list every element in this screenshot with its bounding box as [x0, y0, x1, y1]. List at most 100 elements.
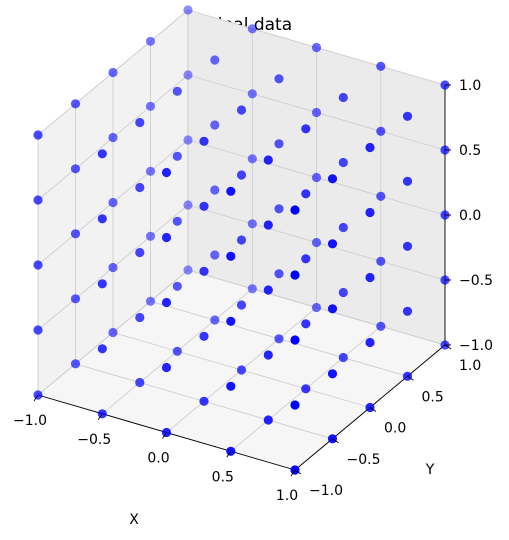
data-point: [226, 186, 236, 196]
z-tick-label: −0.5: [459, 273, 493, 289]
data-point: [376, 61, 386, 71]
data-point: [135, 247, 145, 258]
y-tick-mark: [369, 407, 377, 412]
data-point: [161, 167, 172, 178]
y-tick-label: 1.0: [459, 358, 481, 374]
z-tick-label: 1.0: [459, 78, 481, 94]
x-tick-label: 0.0: [147, 451, 169, 467]
data-point: [226, 381, 236, 391]
data-point: [274, 334, 284, 344]
data-point: [161, 232, 172, 243]
data-point: [172, 151, 182, 161]
data-point: [338, 222, 348, 233]
data-point: [247, 284, 257, 294]
data-point: [199, 201, 209, 211]
y-tick-mark: [444, 344, 452, 350]
data-point: [338, 352, 348, 363]
data-point: [263, 415, 273, 425]
data-point: [376, 126, 386, 136]
data-point: [365, 337, 375, 348]
data-point: [172, 346, 182, 356]
data-points: [33, 5, 450, 475]
y-tick-mark: [332, 438, 339, 444]
data-point: [226, 316, 236, 326]
data-point: [145, 101, 156, 111]
data-point: [365, 142, 375, 153]
x-tick-mark: [33, 394, 39, 402]
data-point: [290, 400, 300, 410]
data-point: [33, 260, 43, 270]
data-point: [70, 294, 81, 304]
data-point: [338, 92, 348, 103]
data-point: [263, 155, 273, 165]
y-axis-label: Y: [425, 462, 435, 478]
data-point: [290, 270, 300, 280]
data-point: [145, 231, 156, 241]
y-tick-label: −1.0: [309, 483, 343, 499]
data-point: [33, 195, 43, 205]
data-point: [327, 174, 338, 184]
data-point: [70, 164, 81, 174]
data-point: [183, 70, 193, 80]
data-point: [108, 132, 118, 143]
data-point: [263, 350, 273, 360]
data-point: [311, 107, 322, 118]
data-point: [402, 111, 413, 121]
data-point: [338, 157, 348, 168]
data-point: [263, 220, 273, 230]
data-point: [402, 241, 413, 251]
x-tick-label: −0.5: [77, 432, 111, 448]
data-point: [183, 5, 193, 15]
data-point: [290, 335, 300, 345]
data-point: [183, 265, 193, 275]
data-point: [301, 319, 311, 329]
data-point: [172, 86, 182, 96]
data-point: [70, 99, 81, 109]
data-point: [199, 396, 209, 406]
data-point: [199, 331, 209, 341]
data-point: [33, 325, 43, 335]
data-point: [135, 182, 145, 193]
data-point: [376, 256, 386, 266]
data-point: [301, 254, 311, 264]
data-point: [161, 297, 172, 308]
tick-labels: −1.0−0.50.00.51.0 −1.0−0.50.00.51.0−1.0−0…: [13, 78, 493, 504]
data-point: [135, 312, 145, 323]
data-point: [226, 251, 236, 261]
data-point: [145, 36, 156, 46]
data-point: [97, 344, 107, 354]
x-tick-mark: [290, 469, 296, 477]
data-point: [402, 176, 413, 186]
data-point: [327, 369, 338, 379]
data-point: [247, 219, 257, 229]
data-point: [161, 362, 172, 373]
data-point: [263, 285, 273, 295]
data-point: [247, 154, 257, 164]
data-point: [183, 135, 193, 145]
y-tick-label: 0.0: [384, 421, 406, 437]
y-tick-mark: [294, 469, 302, 475]
data-point: [402, 306, 413, 316]
data-point: [338, 287, 348, 298]
z-tick-label: 0.5: [459, 143, 481, 159]
data-point: [135, 117, 145, 128]
y-tick-mark: [407, 375, 414, 381]
data-point: [236, 300, 247, 310]
data-point: [365, 207, 375, 218]
data-point: [236, 235, 247, 245]
data-point: [236, 365, 247, 375]
data-point: [311, 237, 322, 248]
data-point: [97, 279, 107, 289]
x-tick-mark: [226, 451, 232, 458]
data-point: [301, 384, 311, 394]
data-point: [327, 239, 338, 249]
data-point: [274, 204, 284, 214]
data-point: [108, 327, 118, 338]
data-point: [274, 269, 284, 279]
data-point: [290, 205, 300, 215]
data-point: [108, 67, 118, 78]
data-point: [199, 136, 209, 146]
data-point: [97, 214, 107, 224]
data-point: [274, 74, 284, 84]
